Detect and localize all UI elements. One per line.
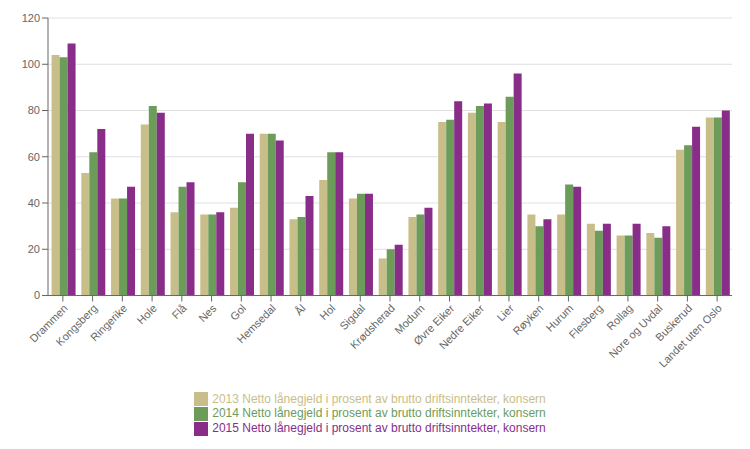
svg-text:Flå: Flå bbox=[169, 301, 189, 321]
svg-text:Kongsberg: Kongsberg bbox=[53, 302, 99, 348]
svg-text:Drammen: Drammen bbox=[27, 302, 70, 345]
svg-text:Modum: Modum bbox=[392, 302, 427, 337]
svg-text:Hole: Hole bbox=[135, 302, 159, 326]
svg-text:Nore og Uvdal: Nore og Uvdal bbox=[606, 302, 665, 361]
html-text:2014 Netto lånegjeld i prosent: 2014 Netto lånegjeld i prosent av brutto… bbox=[212, 406, 546, 421]
svg-text:Hurum: Hurum bbox=[543, 302, 576, 334]
svg-text:Gol: Gol bbox=[228, 302, 249, 323]
html-text:2013 Netto lånegjeld i prosent: 2013 Netto lånegjeld i prosent av brutto… bbox=[212, 391, 546, 406]
svg-text:120: 120 bbox=[22, 12, 40, 24]
svg-text:Nes: Nes bbox=[196, 302, 219, 325]
svg-text:Sigdal: Sigdal bbox=[337, 302, 368, 333]
svg-text:Øvre Eiker: Øvre Eiker bbox=[411, 302, 457, 348]
svg-text:40: 40 bbox=[28, 197, 40, 209]
html-text:2015 Netto lånegjeld i prosent: 2015 Netto lånegjeld i prosent av brutto… bbox=[212, 421, 546, 436]
svg-text:Landet uten Oslo: Landet uten Oslo bbox=[656, 302, 724, 370]
svg-text:Røyken: Røyken bbox=[510, 302, 545, 337]
svg-text:Hol: Hol bbox=[317, 302, 337, 322]
svg-text:20: 20 bbox=[28, 243, 40, 255]
svg-text:Lier: Lier bbox=[494, 302, 516, 324]
svg-text:Rollag: Rollag bbox=[604, 302, 635, 333]
svg-text:100: 100 bbox=[22, 58, 40, 70]
svg-text:80: 80 bbox=[28, 104, 40, 116]
svg-text:Hemsedal: Hemsedal bbox=[234, 302, 278, 346]
svg-text:Buskerud: Buskerud bbox=[653, 302, 695, 344]
svg-text:Ringerike: Ringerike bbox=[88, 302, 129, 343]
svg-text:Ål: Ål bbox=[292, 302, 307, 317]
svg-text:Flesberg: Flesberg bbox=[566, 302, 605, 341]
svg-text:Nedre Eiker: Nedre Eiker bbox=[437, 302, 487, 352]
svg-text:Krødsherad: Krødsherad bbox=[348, 302, 397, 351]
svg-text:60: 60 bbox=[28, 151, 40, 163]
svg-text:0: 0 bbox=[34, 289, 40, 301]
